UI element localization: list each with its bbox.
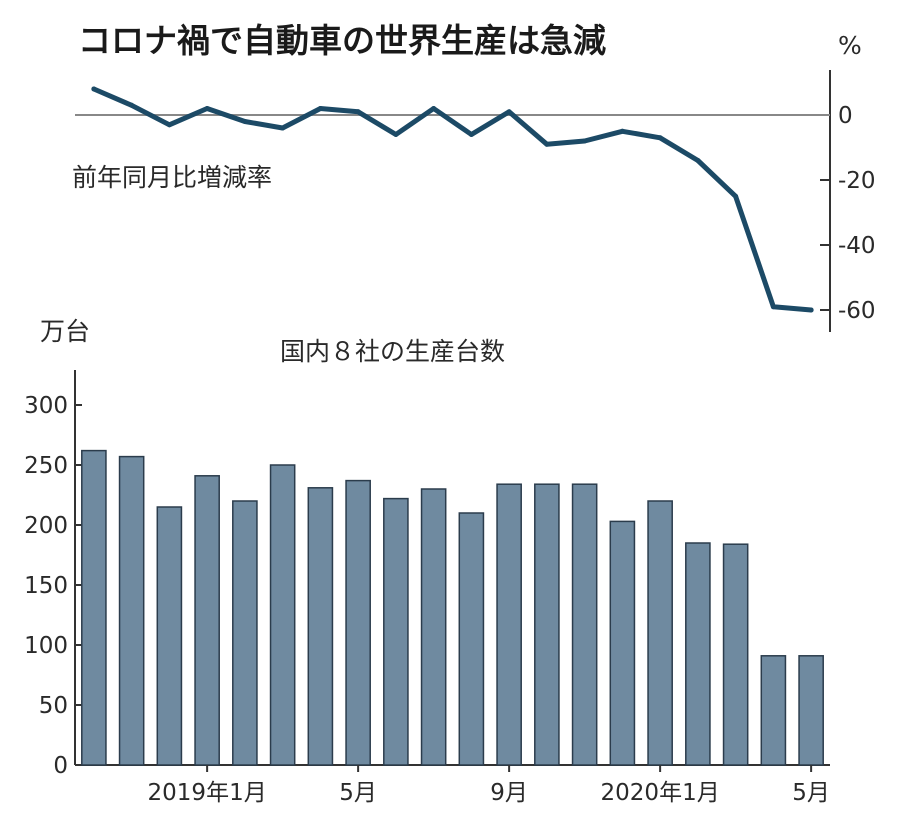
bar-y-tick-label: 200 xyxy=(24,513,68,539)
bar-y-tick-label: 100 xyxy=(24,633,68,659)
production-bar xyxy=(722,543,749,766)
production-bar xyxy=(647,500,673,766)
production-bar xyxy=(383,497,409,766)
production-bar xyxy=(685,542,711,766)
line-y-tick-label: 0 xyxy=(838,103,853,129)
bar-y-tick-label: 150 xyxy=(24,573,68,599)
bar-x-tick-label: 5月 xyxy=(339,780,377,806)
production-bar xyxy=(118,455,145,766)
production-bar xyxy=(156,506,183,766)
line-data-point xyxy=(695,158,701,163)
line-data-point xyxy=(733,193,739,199)
line-y-tick-label: -60 xyxy=(838,298,876,324)
production-bar-chart: 万台 国内８社の生産台数 0 50 100 150 200 250 300 2019年1月 5… xyxy=(24,317,830,806)
line-data-point xyxy=(317,106,323,111)
bar-unit-label: 万台 xyxy=(40,317,90,346)
production-bar xyxy=(760,655,787,766)
line-data-point xyxy=(129,102,135,108)
production-bar xyxy=(609,520,636,766)
bar-x-tick-label: 9月 xyxy=(490,780,528,806)
line-data-point xyxy=(506,109,512,115)
line-data-point xyxy=(91,86,97,92)
line-data-point xyxy=(808,307,814,313)
bar-x-tick-label: 2019年1月 xyxy=(148,780,267,806)
line-data-point xyxy=(582,138,588,144)
bar-y-tick-label: 50 xyxy=(39,693,68,719)
production-bar xyxy=(458,512,485,766)
production-bar xyxy=(420,488,447,766)
bar-y-tick-label: 300 xyxy=(24,393,68,419)
growth-rate-series-line xyxy=(91,86,814,313)
line-data-point xyxy=(242,119,248,124)
production-bar xyxy=(496,483,522,766)
line-data-point xyxy=(393,132,399,137)
line-data-point xyxy=(544,141,550,147)
chart-title: コロナ禍で自動車の世界生産は急減 xyxy=(78,21,606,60)
line-y-tick-label: -20 xyxy=(838,168,876,194)
line-data-point xyxy=(468,132,474,137)
line-data-point xyxy=(770,304,776,310)
line-data-point xyxy=(204,106,210,111)
growth-rate-line-chart: % 前年同月比増減率 0 -20 -40 -60 xyxy=(72,31,876,332)
line-data-point xyxy=(166,122,172,128)
production-bar xyxy=(232,500,258,766)
bar-chart-title: 国内８社の生産台数 xyxy=(280,337,505,366)
line-y-tick-label: -40 xyxy=(838,233,876,259)
bar-y-tick-label: 0 xyxy=(53,753,68,779)
production-bar xyxy=(81,449,107,766)
production-bar xyxy=(345,479,371,766)
bar-y-tick-label: 250 xyxy=(24,453,68,479)
production-bar xyxy=(194,475,220,766)
line-data-point xyxy=(657,135,663,141)
bar-x-tick-label: 2020年1月 xyxy=(601,780,720,806)
production-bar xyxy=(269,464,296,766)
production-bar xyxy=(571,483,598,766)
line-unit-label: % xyxy=(838,31,862,60)
line-data-point xyxy=(280,125,286,131)
line-data-point xyxy=(619,128,625,134)
line-data-point xyxy=(355,109,361,115)
production-bar xyxy=(798,655,824,766)
production-bar xyxy=(307,487,334,766)
bar-x-tick-label: 5月 xyxy=(792,780,830,806)
line-data-point xyxy=(431,106,437,111)
line-series-label: 前年同月比増減率 xyxy=(72,163,272,192)
production-bar xyxy=(534,483,560,766)
